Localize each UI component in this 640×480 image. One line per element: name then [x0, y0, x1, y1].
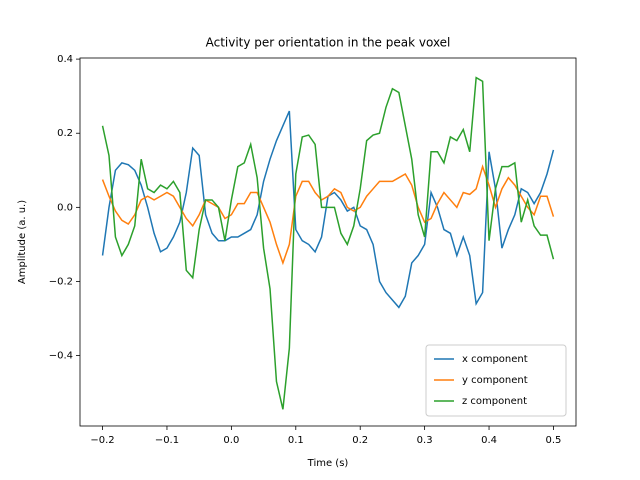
x-tick-label: −0.1	[155, 435, 179, 446]
y-tick-label: 0.4	[57, 54, 73, 65]
x-tick-label: 0.1	[288, 435, 304, 446]
series-line	[101, 76, 555, 410]
legend-label: y component	[462, 375, 528, 386]
y-tick-label: −0.4	[49, 351, 73, 362]
x-tick-label: 0.3	[417, 435, 433, 446]
legend-label: z component	[462, 396, 527, 407]
chart-title: Activity per orientation in the peak vox…	[206, 36, 451, 50]
plot-frame	[79, 57, 577, 427]
series-line	[101, 110, 555, 309]
x-tick-label: 0.4	[481, 435, 497, 446]
legend-box	[425, 344, 567, 417]
x-tick-label: −0.2	[90, 435, 114, 446]
x-tick-label: 0.0	[223, 435, 239, 446]
x-tick-label: 0.2	[352, 435, 368, 446]
x-axis-label: Time (s)	[307, 458, 349, 469]
y-tick-label: 0.0	[57, 202, 73, 213]
y-axis-label: Amplitude (a. u.)	[17, 200, 28, 284]
legend-label: x component	[462, 354, 528, 365]
y-tick-label: −0.2	[49, 276, 73, 287]
series-line	[101, 164, 555, 266]
y-tick-label: 0.2	[57, 128, 73, 139]
x-tick-label: 0.5	[546, 435, 562, 446]
